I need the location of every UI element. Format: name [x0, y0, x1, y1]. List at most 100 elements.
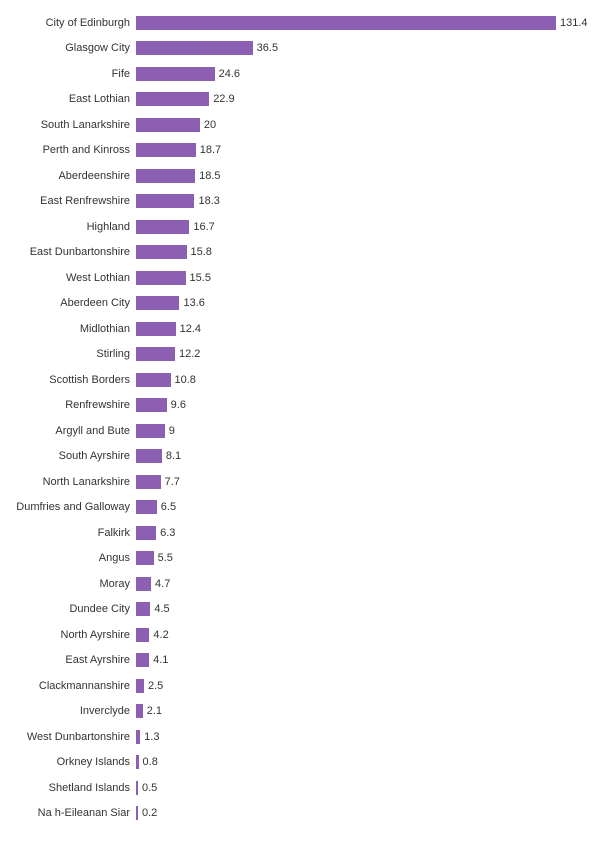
- chart-row: Midlothian 12.4: [0, 316, 590, 342]
- chart-row: Orkney Islands0.8: [0, 750, 590, 776]
- chart-row: Inverclyde2.1: [0, 699, 590, 725]
- bar-area: 2.1: [136, 704, 590, 718]
- category-label: Aberdeenshire: [0, 170, 136, 182]
- value-label: 13.6: [179, 297, 204, 309]
- category-label: Scottish Borders: [0, 374, 136, 386]
- category-label: Stirling: [0, 348, 136, 360]
- value-label: 12.2: [175, 348, 200, 360]
- bar: [136, 449, 162, 463]
- chart-row: East Dunbartonshire15.8: [0, 240, 590, 266]
- category-label: Inverclyde: [0, 705, 136, 717]
- bar-area: 4.5: [136, 602, 590, 616]
- bar-area: 0.5: [136, 781, 590, 795]
- bar: [136, 169, 195, 183]
- category-label: South Lanarkshire: [0, 119, 136, 131]
- category-label: East Ayrshire: [0, 654, 136, 666]
- value-label: 15.8: [187, 246, 212, 258]
- value-label: 6.5: [157, 501, 176, 513]
- bar-area: 6.3: [136, 526, 590, 540]
- bar: [136, 577, 151, 591]
- bar-area: 18.7: [136, 143, 590, 157]
- value-label: 12.4: [176, 323, 201, 335]
- bar: [136, 322, 176, 336]
- bar-area: 12.4: [136, 322, 590, 336]
- value-label: 0.5: [138, 782, 157, 794]
- chart-row: East Lothian22.9: [0, 87, 590, 113]
- bar-area: 18.3: [136, 194, 590, 208]
- chart-row: Argyll and Bute 9: [0, 418, 590, 444]
- bar: [136, 628, 149, 642]
- bar: [136, 67, 215, 81]
- chart-row: West Dunbartonshire1.3: [0, 724, 590, 750]
- category-label: North Ayrshire: [0, 629, 136, 641]
- category-label: North Lanarkshire: [0, 476, 136, 488]
- category-label: East Lothian: [0, 93, 136, 105]
- chart-row: Glasgow City36.5: [0, 36, 590, 62]
- value-label: 18.3: [194, 195, 219, 207]
- chart-row: Highland16.7: [0, 214, 590, 240]
- category-label: West Dunbartonshire: [0, 731, 136, 743]
- chart-row: West Lothian15.5: [0, 265, 590, 291]
- bar: [136, 551, 154, 565]
- value-label: 131.4: [556, 17, 588, 29]
- bar-area: 9: [136, 424, 590, 438]
- category-label: Clackmannanshire: [0, 680, 136, 692]
- chart-row: North Lanarkshire 7.7: [0, 469, 590, 495]
- value-label: 24.6: [215, 68, 240, 80]
- bar: [136, 347, 175, 361]
- chart-row: Stirling 12.2: [0, 342, 590, 368]
- bar: [136, 220, 189, 234]
- value-label: 20: [200, 119, 216, 131]
- value-label: 18.5: [195, 170, 220, 182]
- bar: [136, 41, 253, 55]
- category-label: Argyll and Bute: [0, 425, 136, 437]
- chart-row: East Ayrshire 4.1: [0, 648, 590, 674]
- value-label: 18.7: [196, 144, 221, 156]
- value-label: 4.1: [149, 654, 168, 666]
- bar-area: 13.6: [136, 296, 590, 310]
- value-label: 8.1: [162, 450, 181, 462]
- chart-row: North Ayrshire 4.2: [0, 622, 590, 648]
- bar-area: 15.8: [136, 245, 590, 259]
- category-label: Angus: [0, 552, 136, 564]
- value-label: 10.8: [171, 374, 196, 386]
- chart-row: Aberdeenshire 18.5: [0, 163, 590, 189]
- bar-area: 22.9: [136, 92, 590, 106]
- category-label: Renfrewshire: [0, 399, 136, 411]
- bar-area: 2.5: [136, 679, 590, 693]
- category-label: Dumfries and Galloway: [0, 501, 136, 513]
- bar: [136, 194, 194, 208]
- chart-row: Perth and Kinross18.7: [0, 138, 590, 164]
- chart-row: Fife 24.6: [0, 61, 590, 87]
- value-label: 4.2: [149, 629, 168, 641]
- bar-area: 9.6: [136, 398, 590, 412]
- bar-area: 131.4: [136, 16, 590, 30]
- category-label: Fife: [0, 68, 136, 80]
- bar: [136, 500, 157, 514]
- bar: [136, 526, 156, 540]
- bar-area: 5.5: [136, 551, 590, 565]
- chart-row: Scottish Borders 10.8: [0, 367, 590, 393]
- bar: [136, 373, 171, 387]
- bar: [136, 271, 186, 285]
- bar-area: 0.8: [136, 755, 590, 769]
- category-label: Moray: [0, 578, 136, 590]
- value-label: 9: [165, 425, 175, 437]
- chart-row: Na h-Eileanan Siar0.2: [0, 801, 590, 827]
- bar: [136, 296, 179, 310]
- category-label: Orkney Islands: [0, 756, 136, 768]
- category-label: South Ayrshire: [0, 450, 136, 462]
- category-label: Midlothian: [0, 323, 136, 335]
- bar-area: 20: [136, 118, 590, 132]
- value-label: 16.7: [189, 221, 214, 233]
- chart-row: Angus5.5: [0, 546, 590, 572]
- bar: [136, 16, 556, 30]
- value-label: 7.7: [161, 476, 180, 488]
- bar-area: 36.5: [136, 41, 590, 55]
- bar: [136, 92, 209, 106]
- chart-row: Shetland Islands0.5: [0, 775, 590, 801]
- chart-row: Clackmannanshire2.5: [0, 673, 590, 699]
- chart-row: East Renfrewshire18.3: [0, 189, 590, 215]
- bar: [136, 143, 196, 157]
- category-label: Shetland Islands: [0, 782, 136, 794]
